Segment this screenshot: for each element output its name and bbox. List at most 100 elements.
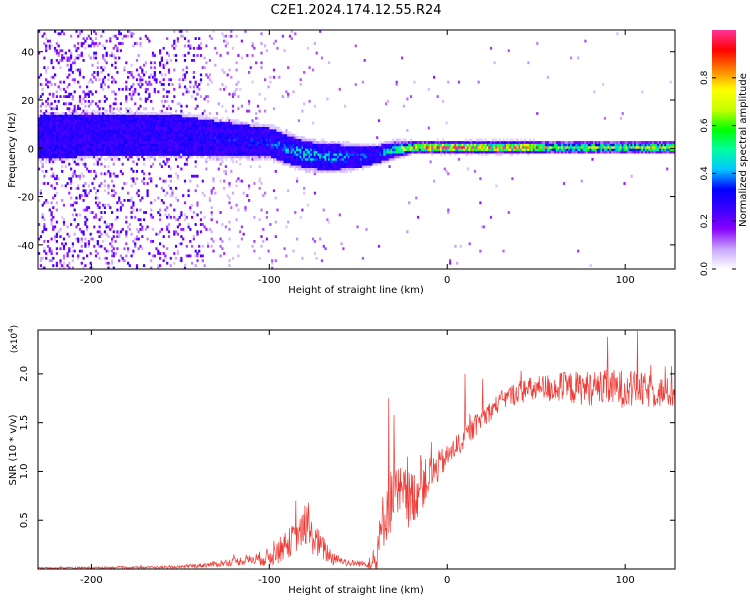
- spectrogram-cell: [326, 155, 329, 159]
- spectrogram-cell: [116, 119, 119, 123]
- spectrogram-cell: [269, 133, 272, 137]
- spectrogram-cell: [62, 133, 66, 137]
- spectrogram-cell: [73, 107, 76, 111]
- spectrogram-cell: [80, 126, 83, 130]
- spectrogram-cell: [80, 172, 83, 176]
- spectrogram-cell: [347, 153, 350, 156]
- spectrogram-cell: [212, 141, 215, 144]
- spectrogram-cell: [255, 136, 258, 139]
- spectrogram-cell: [383, 145, 386, 149]
- spectrogram-cell: [98, 138, 101, 142]
- spectrogram-cell: [114, 133, 117, 137]
- spectrogram-cell: [255, 145, 258, 149]
- spectrogram-cell: [342, 160, 345, 164]
- spectrogram-cell: [183, 59, 187, 62]
- spectrogram-cell: [201, 121, 204, 125]
- spectrogram-cell: [144, 87, 147, 91]
- spectrogram-cell: [38, 30, 41, 33]
- spectrogram-cell: [173, 252, 176, 255]
- spectrogram-cell: [344, 155, 347, 159]
- spectrogram-cell: [102, 124, 105, 127]
- spectrogram-cell: [215, 157, 219, 161]
- spectrogram-cell: [43, 240, 46, 243]
- spectrogram-cell: [212, 240, 215, 243]
- spectrogram-cell: [54, 129, 57, 132]
- spectrogram-cell: [127, 225, 130, 229]
- spectrogram-cell: [54, 153, 57, 156]
- spectrogram-cell: [310, 141, 313, 144]
- spectrogram-cell: [203, 121, 206, 125]
- spectrogram-cell: [150, 259, 153, 263]
- spectrogram-cell: [87, 244, 90, 248]
- spectrogram-cell: [96, 133, 99, 137]
- spectrogram-cell: [111, 148, 114, 152]
- spectrogram-cell: [48, 116, 51, 120]
- spectrogram-cell: [57, 133, 60, 137]
- spectrogram-cell: [135, 129, 139, 132]
- spectrogram-cell: [105, 138, 108, 142]
- spectrogram-cell: [182, 153, 185, 156]
- spectrogram-cell: [55, 232, 58, 236]
- spectrogram-cell: [141, 141, 144, 144]
- spectrogram-cell: [240, 124, 243, 127]
- spectrogram-cell: [358, 150, 361, 154]
- spectrogram-cell: [242, 131, 245, 135]
- spectrogram-cell: [383, 148, 386, 152]
- spectrogram-cell: [111, 133, 114, 137]
- spectrogram-cell: [194, 37, 197, 40]
- spectrogram-cell: [175, 186, 178, 190]
- spectrogram-cell: [402, 104, 405, 108]
- spectrogram-cell: [365, 148, 368, 152]
- spectrogram-cell: [370, 145, 373, 149]
- spectrogram-cell: [317, 162, 320, 166]
- spectrogram-cell: [141, 148, 144, 152]
- spectrogram-cell: [71, 121, 74, 125]
- spectrogram-cell: [231, 95, 235, 98]
- spectrogram-cell: [319, 167, 322, 171]
- spectrogram-cell: [192, 148, 195, 152]
- spectrogram-cell: [276, 150, 279, 154]
- spectrogram-cell: [228, 150, 231, 154]
- spectrogram-cell: [41, 266, 44, 270]
- spectrogram-cell: [176, 155, 179, 159]
- spectrogram-cell: [324, 162, 327, 166]
- spectrogram-cell: [134, 124, 137, 127]
- spectrogram-cell: [111, 119, 114, 123]
- spectrogram-cell: [39, 259, 42, 263]
- spectrogram-cell: [93, 42, 96, 45]
- spectrogram-cell: [383, 157, 386, 161]
- spectrogram-cell: [253, 150, 256, 154]
- spectrogram-cell: [50, 124, 53, 127]
- spectrogram-cell: [258, 155, 261, 159]
- spectrogram-cell: [219, 157, 222, 161]
- spectrogram-cell: [328, 157, 331, 161]
- spectrogram-cell: [61, 124, 64, 127]
- spectrogram-cell: [354, 157, 357, 161]
- spectrogram-cell: [61, 242, 64, 246]
- spectrogram-cell: [402, 155, 405, 159]
- spectrogram-cell: [134, 136, 137, 139]
- spectrogram-cell: [290, 165, 293, 168]
- spectrogram-cell: [249, 148, 252, 152]
- spectrogram-cell: [59, 228, 62, 231]
- spectrogram-cell: [150, 61, 153, 65]
- spectrogram-cell: [203, 126, 206, 130]
- spectrogram-cell: [329, 143, 332, 147]
- spectrogram-cell: [111, 138, 114, 142]
- spectrogram-cell: [294, 148, 297, 152]
- spectrogram-cell: [107, 186, 110, 190]
- spectrogram-cell: [338, 145, 341, 149]
- spectrogram-cell: [57, 112, 60, 115]
- spectrogram-cell: [189, 155, 192, 159]
- spectrogram-cell: [109, 153, 112, 156]
- spectrogram-cell: [39, 95, 42, 98]
- spectrogram-cell: [253, 215, 256, 219]
- spectrogram-cell: [324, 160, 327, 164]
- spectrogram-cell: [176, 133, 179, 137]
- spectrogram-cell: [406, 141, 409, 144]
- spectrogram-cell: [128, 133, 131, 137]
- spectrogram-cell: [45, 148, 48, 152]
- spectrogram-cell: [77, 174, 80, 178]
- spectrogram-cell: [114, 80, 117, 84]
- spectrogram-cell: [39, 133, 42, 137]
